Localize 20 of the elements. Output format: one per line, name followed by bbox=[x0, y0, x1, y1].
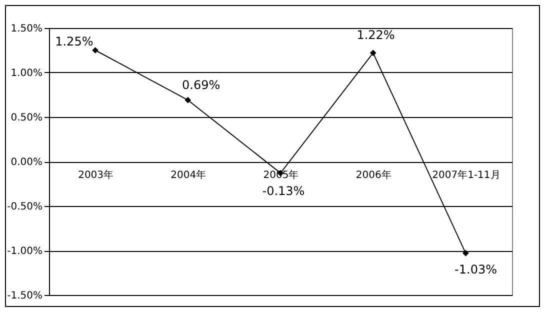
text: -0.13% bbox=[262, 184, 305, 198]
text: 1.25% bbox=[55, 34, 94, 49]
x-tick-label: 2004年 bbox=[170, 169, 206, 181]
y-tick-label: -1.50% bbox=[7, 290, 42, 302]
x-tick-label: 2003年 bbox=[78, 169, 114, 181]
point bbox=[370, 50, 376, 56]
y-tick-label: 1.50% bbox=[10, 24, 42, 34]
point bbox=[92, 47, 98, 54]
y-tick-label: -0.50% bbox=[7, 202, 42, 212]
y-tick-label: 1.00% bbox=[10, 68, 42, 79]
x-tick-label: 2007年1-11月 bbox=[432, 169, 500, 181]
point bbox=[184, 96, 192, 104]
x-tick-label: 2006年 bbox=[356, 169, 392, 181]
text: -1.03% bbox=[454, 262, 497, 277]
y-tick-label: -1.00% bbox=[7, 246, 42, 257]
text: 0.69% bbox=[182, 78, 220, 92]
y-tick-label: 0.00% bbox=[10, 157, 42, 168]
point bbox=[462, 250, 469, 256]
text: 1.22% bbox=[356, 28, 395, 42]
y-tick-label: 0.50% bbox=[10, 112, 42, 124]
